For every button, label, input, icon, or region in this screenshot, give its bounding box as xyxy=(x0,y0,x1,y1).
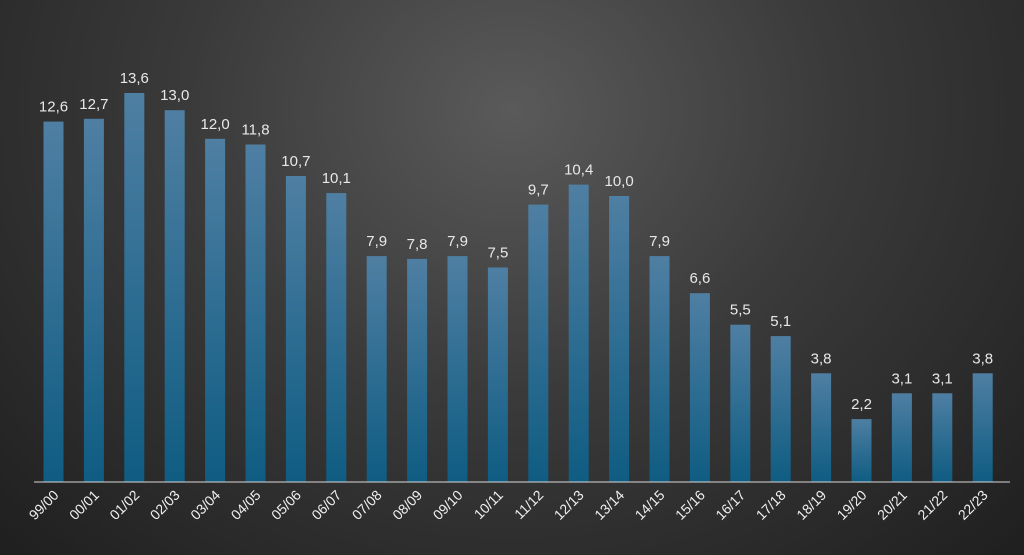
bar-08-09 xyxy=(407,258,428,482)
value-labels-group: 12,6 12,7 13,6 13,0 12,0 11,8 10,7 10,1 7,9 7,8 7,… xyxy=(39,70,993,413)
bar-05-06 xyxy=(285,176,306,482)
x-tick-label: 22/23 xyxy=(955,487,991,523)
x-tick-label: 11/12 xyxy=(511,487,547,523)
value-label: 11,8 xyxy=(241,122,269,139)
x-tick-label: 17/18 xyxy=(753,487,789,523)
bar-18-19 xyxy=(811,373,832,482)
x-tick-label: 12/13 xyxy=(551,487,587,523)
value-label: 3,1 xyxy=(891,370,912,387)
x-tick-label: 00/01 xyxy=(66,487,102,523)
value-label: 7,8 xyxy=(407,236,428,253)
bar-15-16 xyxy=(689,293,710,482)
value-label: 7,9 xyxy=(447,233,468,250)
x-tick-label: 02/03 xyxy=(147,487,183,523)
bars-group xyxy=(43,93,993,483)
value-label: 10,0 xyxy=(604,173,633,190)
bar-17-18 xyxy=(770,336,791,482)
x-tick-label: 99/00 xyxy=(26,487,62,523)
bar-99-00 xyxy=(43,121,64,482)
x-tick-label: 14/15 xyxy=(632,487,668,523)
bar-16-17 xyxy=(730,324,751,482)
value-label: 6,6 xyxy=(689,270,710,287)
value-label: 5,1 xyxy=(770,313,791,330)
bar-13-14 xyxy=(609,196,630,482)
x-tick-label: 04/05 xyxy=(228,487,264,523)
value-label: 3,1 xyxy=(932,370,953,387)
value-label: 7,9 xyxy=(649,233,670,250)
bar-10-11 xyxy=(487,267,508,482)
value-label: 7,9 xyxy=(366,233,387,250)
value-label: 10,7 xyxy=(281,153,310,170)
bar-09-10 xyxy=(447,256,468,482)
bar-19-20 xyxy=(851,419,872,482)
x-tick-label: 19/20 xyxy=(834,487,870,523)
x-tick-label: 18/19 xyxy=(793,487,829,523)
x-tick-label: 07/08 xyxy=(349,487,385,523)
bar-00-01 xyxy=(83,118,104,483)
bar-07-08 xyxy=(366,256,387,482)
bar-02-03 xyxy=(164,110,185,482)
value-label: 5,5 xyxy=(730,302,751,319)
value-label: 13,0 xyxy=(160,87,189,104)
x-tick-label: 05/06 xyxy=(268,487,304,523)
x-tick-labels-group: 99/00 00/01 01/02 02/03 03/04 04/05 05/06 06/07… xyxy=(26,487,991,523)
x-tick-label: 03/04 xyxy=(187,487,223,523)
x-tick-label: 08/09 xyxy=(389,487,425,523)
value-label: 3,8 xyxy=(972,350,993,367)
x-tick-label: 21/22 xyxy=(914,487,950,523)
bar-20-21 xyxy=(891,393,912,482)
x-tick-label: 09/10 xyxy=(430,487,466,523)
x-tick-label: 10/11 xyxy=(471,487,507,523)
value-label: 10,4 xyxy=(564,162,593,179)
x-tick-label: 15/16 xyxy=(672,487,708,523)
x-tick-label: 20/21 xyxy=(874,487,910,523)
x-tick-label: 16/17 xyxy=(712,487,748,523)
bar-06-07 xyxy=(326,193,347,482)
value-label: 2,2 xyxy=(851,396,872,413)
x-tick-label: 13/14 xyxy=(591,487,627,523)
x-tick-label: 01/02 xyxy=(106,487,142,523)
value-label: 3,8 xyxy=(811,350,832,367)
bar-11-12 xyxy=(528,204,549,482)
value-label: 12,7 xyxy=(79,96,108,113)
value-label: 9,7 xyxy=(528,182,549,199)
bar-21-22 xyxy=(932,393,953,482)
value-label: 12,0 xyxy=(200,116,229,133)
value-label: 10,1 xyxy=(322,170,351,187)
bar-14-15 xyxy=(649,256,670,482)
bar-12-13 xyxy=(568,184,589,482)
bar-01-02 xyxy=(124,93,145,482)
bar-22-23 xyxy=(972,373,993,482)
x-tick-label: 06/07 xyxy=(308,487,344,523)
value-label: 7,5 xyxy=(487,245,508,262)
bar-04-05 xyxy=(245,144,266,482)
value-label: 13,6 xyxy=(120,70,149,87)
bar-03-04 xyxy=(205,138,226,483)
value-label: 12,6 xyxy=(39,99,68,116)
